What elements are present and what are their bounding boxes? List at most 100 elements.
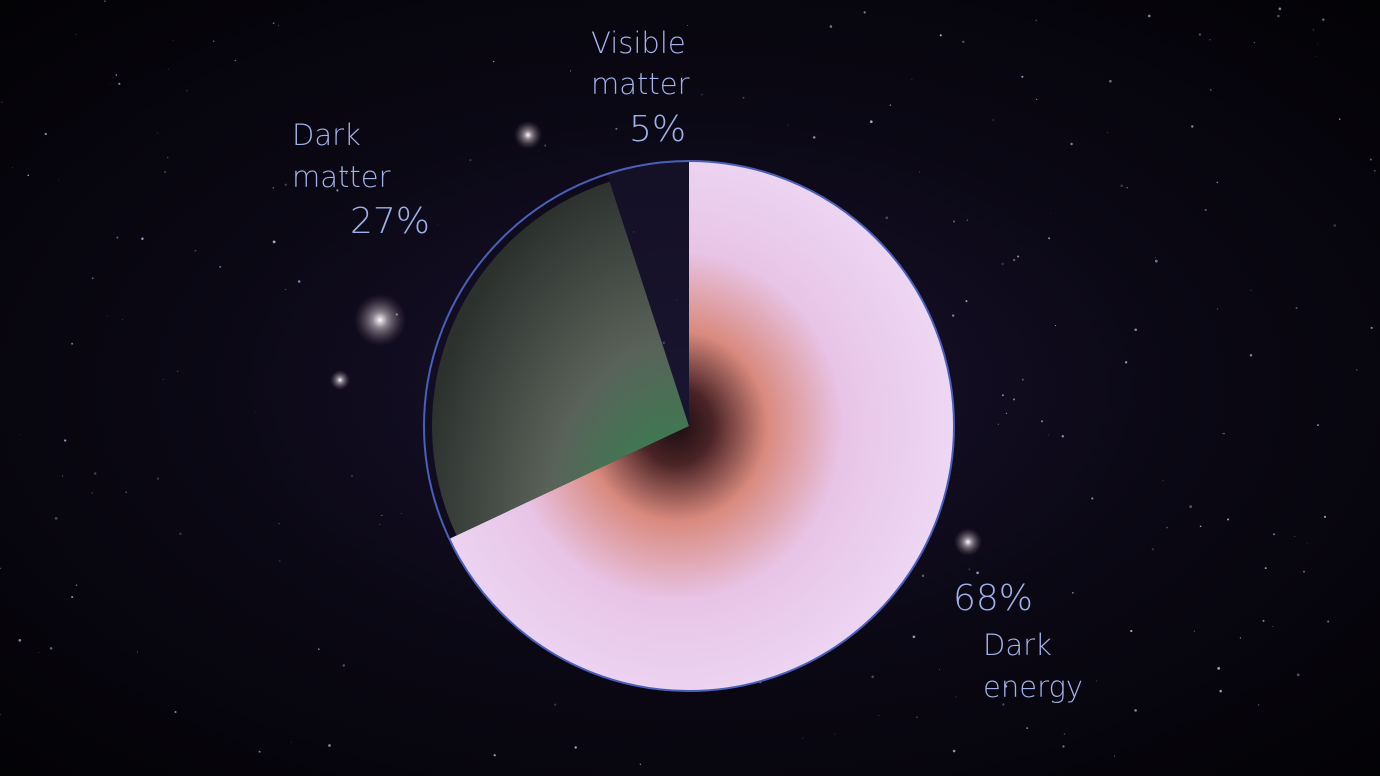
star (163, 379, 164, 381)
star (106, 315, 108, 317)
star (91, 492, 94, 494)
star (1091, 497, 1094, 500)
star (1191, 125, 1194, 128)
star (0, 567, 2, 570)
star (255, 410, 257, 412)
star (1154, 257, 1156, 259)
star (962, 40, 965, 43)
star (1295, 306, 1298, 309)
star (279, 560, 281, 562)
star (179, 532, 182, 536)
star (544, 144, 547, 147)
star (366, 172, 369, 174)
star (1002, 703, 1005, 706)
star (916, 716, 918, 719)
star (141, 237, 144, 241)
pie-slice-dark-matter (432, 181, 689, 536)
star (1175, 417, 1177, 418)
star (1189, 505, 1193, 508)
star (381, 515, 383, 516)
star (1048, 434, 1050, 436)
star (1327, 620, 1330, 623)
star (168, 68, 170, 70)
star (871, 675, 875, 679)
star (1013, 258, 1016, 262)
star (1253, 41, 1256, 44)
star (174, 710, 177, 714)
star (889, 104, 892, 106)
star (54, 517, 58, 520)
star (1264, 567, 1267, 570)
star (1070, 142, 1073, 146)
label-dark-matter: Dark matter 27% (292, 118, 430, 242)
galaxy-glow (354, 294, 406, 346)
star (71, 342, 74, 345)
star (1, 101, 3, 104)
star (71, 596, 74, 599)
star (18, 639, 22, 642)
star (1061, 435, 1064, 438)
star (885, 216, 889, 220)
star (1005, 412, 1008, 415)
star (1120, 184, 1123, 188)
label-percent: 68% (953, 578, 1033, 619)
star (1369, 158, 1372, 161)
star (554, 703, 557, 706)
star (164, 171, 166, 173)
star (1312, 29, 1314, 31)
star (44, 132, 47, 136)
star (1035, 98, 1038, 101)
star (952, 749, 956, 753)
star (1278, 7, 1282, 11)
star (968, 568, 971, 571)
star (75, 34, 77, 35)
pie-slice-visible-matter (607, 161, 689, 426)
star (998, 696, 1000, 698)
star (194, 249, 197, 252)
label-name: matter (591, 67, 690, 101)
star (136, 651, 138, 653)
star (1048, 237, 1051, 240)
star (116, 236, 119, 239)
star (869, 120, 873, 124)
pie-slice-dark-energy (449, 161, 955, 691)
star (952, 314, 955, 317)
star (1013, 398, 1015, 401)
star (1315, 55, 1317, 57)
star (1126, 187, 1128, 189)
star (278, 523, 280, 525)
star (1303, 570, 1305, 573)
star (1004, 685, 1008, 688)
star (1204, 208, 1207, 212)
star (234, 60, 236, 62)
star (742, 96, 745, 99)
star (1198, 33, 1202, 36)
star (284, 183, 287, 186)
star (186, 90, 188, 92)
star (1193, 630, 1195, 632)
star (615, 127, 618, 130)
star (1021, 75, 1024, 78)
star (91, 277, 94, 280)
star (1026, 727, 1029, 730)
star (291, 741, 293, 743)
star (328, 744, 331, 747)
star (955, 696, 957, 698)
pie-slices (432, 161, 955, 691)
star (156, 132, 158, 134)
star (1219, 689, 1222, 693)
star (939, 669, 940, 670)
star (1373, 169, 1376, 172)
star (1166, 526, 1168, 529)
star (574, 746, 577, 749)
star (863, 11, 866, 14)
star (1154, 259, 1158, 263)
star (1333, 224, 1337, 227)
label-visible-matter: Visible matter 5% (591, 26, 690, 150)
star (122, 319, 123, 321)
star (285, 289, 287, 291)
star (1370, 326, 1373, 329)
star (49, 647, 53, 650)
star (336, 189, 339, 192)
star (834, 733, 836, 735)
